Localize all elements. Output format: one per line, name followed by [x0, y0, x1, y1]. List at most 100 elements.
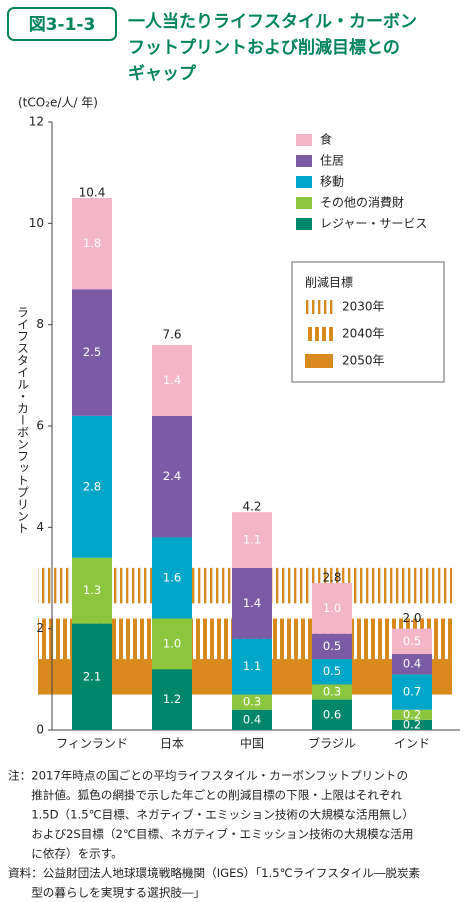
target-legend-swatch [305, 354, 333, 368]
legend-label: 住居 [320, 154, 344, 168]
segment-label: 0.7 [403, 685, 421, 699]
segment-label: 1.4 [163, 373, 181, 387]
note-line: 型の暮らしを実現する選択肢―」 [8, 886, 205, 899]
segment-label: 1.1 [243, 659, 261, 673]
bar-segment [72, 415, 112, 558]
y-title: ライフスタイル・カーボンフットプリント [16, 306, 30, 534]
segment-label: 2.8 [83, 479, 101, 493]
bar-segment [392, 709, 432, 720]
segment-label: 0.5 [323, 664, 341, 678]
note-line: 1.5D（1.5℃目標、ネガティブ・エミッション技術の大規模な活用無し） [8, 808, 414, 822]
bar-segment [72, 557, 112, 624]
legend-swatch [296, 218, 312, 230]
figure-label-box [7, 7, 117, 41]
total-label: 7.6 [162, 327, 181, 341]
bar-segment [152, 669, 192, 730]
total-label: 2.8 [322, 571, 341, 585]
segment-label: 2.4 [163, 469, 181, 483]
y-tick-label: 12 [29, 115, 44, 129]
segment-label: 0.6 [323, 707, 341, 721]
segment-label: 0.3 [243, 695, 261, 709]
segment-label: 1.0 [163, 636, 181, 650]
target-legend-title: 削減目標 [305, 275, 353, 290]
segment-label: 0.5 [403, 634, 421, 648]
segment-label: 1.6 [163, 571, 181, 585]
bar-segment [312, 659, 352, 685]
bar-segment [232, 694, 272, 710]
total-label: 4.2 [242, 500, 261, 514]
bar-segment [72, 198, 112, 290]
y-tick-label: 6 [36, 419, 44, 433]
y-tick-label: 0 [36, 723, 44, 737]
bar-segment [72, 289, 112, 416]
target-legend-box [291, 261, 445, 383]
x-tick-label: インド [394, 737, 430, 751]
segment-label: 2.5 [83, 345, 101, 359]
total-label: 2.0 [402, 611, 421, 625]
bar-segment [232, 638, 272, 695]
legend-swatch [296, 134, 312, 146]
segment-label: 2.1 [83, 669, 101, 683]
bar-segment [312, 583, 352, 634]
bar-segment [152, 344, 192, 416]
bar-segment [392, 654, 432, 675]
note-line: および2S目標（2℃目標、ネガティブ・エミッション技術の大規模な活用 [8, 827, 413, 841]
bar-segment [232, 567, 272, 639]
segment-label: 0.3 [323, 685, 341, 699]
bar-segment [392, 674, 432, 710]
segment-label: 1.3 [83, 583, 101, 597]
figure-label: 図3-1-3 [29, 15, 96, 35]
note-line: 資料：公益財団法人地球環境戦略機関（IGES）「1.5℃ライフスタイル―脱炭素 [8, 866, 421, 880]
title-line: ギャップ [128, 63, 197, 84]
legend-label: 食 [320, 132, 332, 147]
bar-segment [392, 719, 432, 730]
x-tick-label: 中国 [240, 736, 264, 751]
bar-segment [152, 618, 192, 670]
note-line: 推計値。狐色の網掛で示した年ごとの削減目標の下限・上限はそれぞれ [8, 788, 402, 802]
title-line: フットプリントおよび削減目標との [128, 37, 400, 58]
y-tick-label: 2 [36, 621, 44, 635]
target-legend-swatch [305, 327, 333, 341]
x-tick-label: ブラジル [308, 736, 356, 751]
bar-segment [232, 512, 272, 568]
bar-segment [312, 633, 352, 660]
segment-label: 0.2 [403, 717, 421, 731]
legend-label: レジャー・サービス [320, 217, 427, 231]
bar-segment [392, 628, 432, 654]
y-tick-label: 10 [29, 216, 44, 230]
target-legend-label: 2050年 [342, 354, 385, 368]
target-legend-swatch [305, 300, 333, 314]
title-line: 一人当たりライフスタイル・カーボン [128, 11, 417, 32]
segment-label: 1.1 [243, 533, 261, 547]
bar-segment [312, 699, 352, 730]
segment-label: 1.0 [323, 601, 341, 615]
segment-label: 0.2 [403, 707, 421, 721]
x-tick-label: フィンランド [56, 737, 128, 751]
segment-label: 0.4 [403, 657, 421, 671]
target-legend-label: 2040年 [342, 327, 385, 341]
legend-swatch [296, 197, 312, 209]
bar-segment [312, 684, 352, 700]
y-tick-label: 8 [36, 317, 44, 331]
segment-label: 1.8 [83, 236, 101, 250]
total-label: 10.4 [79, 186, 106, 200]
segment-label: 0.5 [323, 639, 341, 653]
note-line: に依存）を示す。 [8, 847, 123, 861]
bar-segment [152, 537, 192, 619]
bar-segment [232, 709, 272, 730]
bar-segment [72, 623, 112, 730]
y-tick-label: 4 [36, 520, 44, 534]
bar-segment [152, 415, 192, 538]
legend-swatch [296, 176, 312, 188]
legend-label: 移動 [320, 175, 344, 189]
legend-swatch [296, 155, 312, 167]
segment-label: 1.4 [243, 596, 261, 610]
note-line: 注：2017年時点の国ごとの平均ライフスタイル・カーボンフットプリントの [8, 769, 408, 783]
x-tick-label: 日本 [160, 737, 184, 751]
legend-label: その他の消費財 [320, 195, 404, 210]
target-legend-label: 2030年 [342, 300, 385, 314]
segment-label: 0.4 [243, 712, 261, 726]
segment-label: 1.2 [163, 692, 181, 706]
